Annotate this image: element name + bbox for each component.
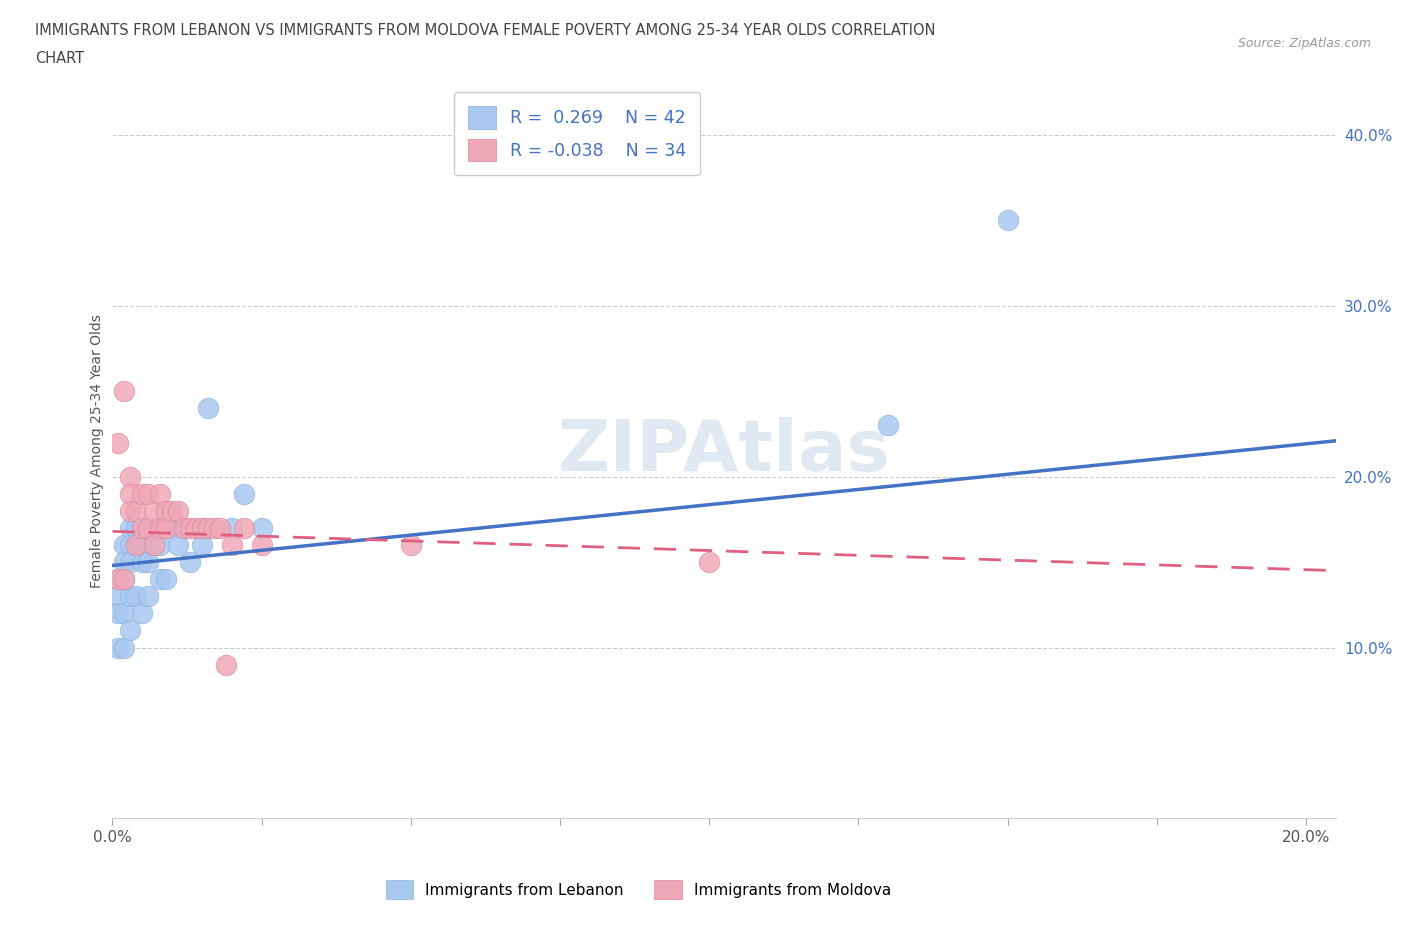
Point [112,572,135,587]
Point [120,589,142,604]
Point [221,538,243,552]
Point [149,521,172,536]
Point [232,521,254,536]
Point [143,538,166,552]
Point [232,486,254,501]
Point [131,554,153,569]
Point [112,384,135,399]
Text: IMMIGRANTS FROM LEBANON VS IMMIGRANTS FROM MOLDOVA FEMALE POVERTY AMONG 25-34 YE: IMMIGRANTS FROM LEBANON VS IMMIGRANTS FR… [35,23,935,38]
Point [107,572,129,587]
Point [221,521,243,536]
Point [143,521,166,536]
Point [112,538,135,552]
Point [155,503,177,518]
Point [149,486,172,501]
Point [131,538,153,552]
Text: CHART: CHART [35,51,84,66]
Point [160,503,183,518]
Point [107,435,129,450]
Point [173,521,195,536]
Point [143,538,166,552]
Legend: Immigrants from Lebanon, Immigrants from Moldova: Immigrants from Lebanon, Immigrants from… [385,881,891,899]
Point [191,521,214,536]
Point [125,503,148,518]
Point [697,554,720,569]
Point [155,521,177,536]
Point [136,554,159,569]
Point [155,521,177,536]
Point [202,521,225,536]
Point [120,470,142,485]
Point [112,606,135,621]
Point [215,658,238,672]
Point [184,521,207,536]
Point [149,538,172,552]
Point [399,538,422,552]
Point [131,521,153,536]
Point [173,521,195,536]
Point [107,589,129,604]
Point [136,521,159,536]
Text: ZIPAtlas: ZIPAtlas [558,417,890,485]
Point [179,521,201,536]
Point [120,554,142,569]
Point [112,572,135,587]
Point [197,401,219,416]
Point [136,486,159,501]
Point [125,538,148,552]
Point [167,503,190,518]
Point [125,538,148,552]
Point [197,521,219,536]
Point [149,572,172,587]
Point [250,521,273,536]
Point [107,606,129,621]
Point [136,589,159,604]
Point [877,418,900,432]
Point [107,572,129,587]
Point [250,538,273,552]
Point [120,503,142,518]
Point [131,521,153,536]
Point [160,521,183,536]
Point [125,521,148,536]
Text: Source: ZipAtlas.com: Source: ZipAtlas.com [1237,37,1371,50]
Point [167,538,190,552]
Point [107,640,129,655]
Point [112,640,135,655]
Y-axis label: Female Poverty Among 25-34 Year Olds: Female Poverty Among 25-34 Year Olds [90,314,104,588]
Point [191,538,214,552]
Point [191,521,214,536]
Point [120,538,142,552]
Point [131,606,153,621]
Point [120,486,142,501]
Point [997,213,1019,228]
Point [131,486,153,501]
Point [208,521,231,536]
Point [136,521,159,536]
Point [112,554,135,569]
Point [120,521,142,536]
Point [120,623,142,638]
Point [125,589,148,604]
Point [155,572,177,587]
Point [143,503,166,518]
Point [179,554,201,569]
